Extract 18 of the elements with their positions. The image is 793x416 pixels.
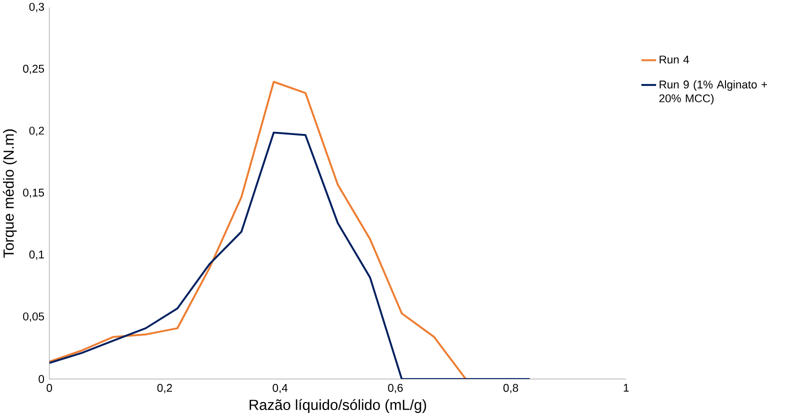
y-tick-label: 0 (38, 375, 44, 384)
legend-label: Run 4 (660, 56, 690, 64)
x-tick-label: 0,6 (388, 384, 403, 394)
y-tick-label: 0,25 (23, 64, 44, 74)
y-tick-label: 0,2 (29, 126, 44, 136)
y-axis-title: Torque médio (N.m) (2, 129, 17, 258)
x-axis-title: Razão líquido/sólido (mL/g) (250, 399, 426, 414)
line-series (49, 80, 467, 380)
y-tick-label: 0,3 (29, 2, 44, 12)
legend-label: Run 9 (1% Alginato + 20% MCC) (659, 80, 768, 105)
x-tick-label: 0,8 (503, 384, 518, 394)
x-tick-label: 0 (46, 384, 52, 392)
x-tick-label: 0,4 (272, 384, 288, 394)
y-tick-label: 0,05 (23, 312, 44, 322)
x-tick-label: 0,2 (157, 384, 172, 394)
y-tick-label: 0,1 (29, 250, 44, 260)
y-tick-label: 0,15 (23, 188, 44, 198)
x-tick-label: 1 (624, 384, 629, 392)
